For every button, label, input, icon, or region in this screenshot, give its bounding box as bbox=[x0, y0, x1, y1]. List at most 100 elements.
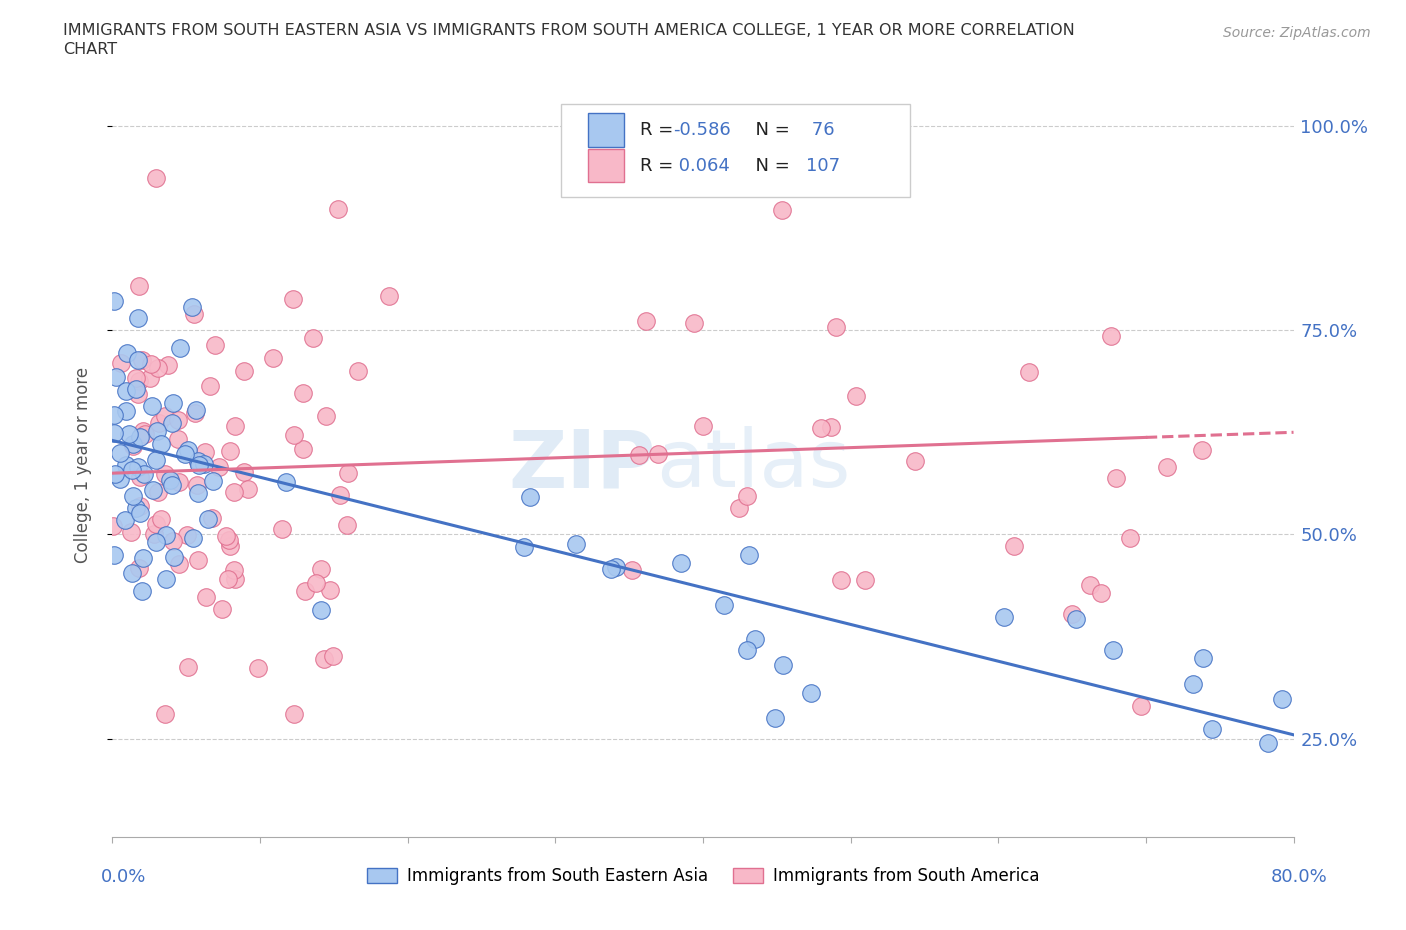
Point bbox=[186, 485, 208, 500]
Point bbox=[125, 371, 148, 386]
Point bbox=[1062, 606, 1084, 621]
Point bbox=[283, 427, 305, 442]
Point bbox=[148, 416, 170, 431]
Text: -0.586: -0.586 bbox=[673, 121, 731, 139]
FancyBboxPatch shape bbox=[589, 149, 624, 182]
Point bbox=[1257, 736, 1279, 751]
Point bbox=[183, 306, 205, 321]
Point bbox=[727, 501, 749, 516]
Point bbox=[669, 555, 692, 570]
Point bbox=[193, 445, 215, 459]
Point bbox=[115, 404, 138, 418]
Point bbox=[763, 711, 786, 725]
Text: 80.0%: 80.0% bbox=[1271, 868, 1327, 885]
Point bbox=[108, 472, 131, 486]
Point bbox=[103, 294, 125, 309]
Point bbox=[224, 571, 246, 586]
Point bbox=[219, 538, 242, 553]
Point bbox=[186, 477, 208, 492]
Point bbox=[202, 473, 225, 488]
Point bbox=[336, 518, 359, 533]
Point bbox=[810, 420, 832, 435]
Point bbox=[1201, 722, 1223, 737]
Point bbox=[735, 489, 758, 504]
Point bbox=[315, 408, 337, 423]
Point bbox=[377, 288, 399, 303]
Point bbox=[177, 443, 200, 458]
Text: R =: R = bbox=[640, 156, 679, 175]
Point bbox=[121, 462, 143, 477]
Point bbox=[162, 534, 184, 549]
Point bbox=[845, 389, 868, 404]
Point bbox=[101, 518, 124, 533]
Point bbox=[201, 511, 224, 525]
Point bbox=[825, 320, 848, 335]
Point bbox=[271, 521, 294, 536]
Point bbox=[177, 659, 200, 674]
FancyBboxPatch shape bbox=[589, 113, 624, 147]
Point bbox=[132, 551, 155, 565]
Point bbox=[169, 340, 191, 355]
Point bbox=[305, 576, 328, 591]
Point bbox=[1018, 365, 1040, 379]
Point bbox=[108, 445, 131, 460]
Point bbox=[770, 203, 793, 218]
Text: N =: N = bbox=[744, 121, 796, 139]
Point bbox=[222, 563, 245, 578]
Point bbox=[233, 364, 256, 379]
Text: IMMIGRANTS FROM SOUTH EASTERN ASIA VS IMMIGRANTS FROM SOUTH AMERICA COLLEGE, 1 Y: IMMIGRANTS FROM SOUTH EASTERN ASIA VS IM… bbox=[63, 23, 1076, 38]
Point bbox=[127, 311, 149, 325]
Point bbox=[103, 407, 125, 422]
Point bbox=[125, 500, 148, 515]
Point bbox=[128, 430, 150, 445]
Point bbox=[627, 448, 650, 463]
Text: ZIP: ZIP bbox=[509, 426, 655, 504]
Point bbox=[184, 406, 207, 421]
Point bbox=[294, 583, 316, 598]
Point bbox=[155, 571, 177, 586]
Point bbox=[128, 560, 150, 575]
Point bbox=[1104, 471, 1126, 485]
Point bbox=[564, 537, 586, 551]
Point bbox=[605, 559, 627, 574]
Text: Source: ZipAtlas.com: Source: ZipAtlas.com bbox=[1223, 26, 1371, 40]
Point bbox=[142, 483, 165, 498]
Point bbox=[238, 482, 260, 497]
Point bbox=[217, 572, 239, 587]
Point bbox=[115, 384, 138, 399]
Point bbox=[283, 707, 305, 722]
Point bbox=[141, 357, 163, 372]
Point bbox=[134, 427, 156, 442]
Point bbox=[647, 446, 669, 461]
Point bbox=[115, 346, 138, 361]
Point bbox=[145, 535, 167, 550]
Point bbox=[993, 609, 1015, 624]
Point bbox=[160, 416, 183, 431]
Point bbox=[166, 412, 188, 427]
Point bbox=[224, 419, 246, 434]
Text: N =: N = bbox=[744, 156, 796, 175]
Point bbox=[141, 398, 163, 413]
Point bbox=[336, 465, 359, 480]
Point bbox=[1102, 643, 1125, 658]
Point bbox=[820, 419, 842, 434]
Point bbox=[187, 454, 209, 469]
Point bbox=[174, 446, 197, 461]
Point bbox=[772, 658, 794, 672]
Point bbox=[1078, 578, 1101, 592]
Point bbox=[600, 562, 623, 577]
Text: 0.0%: 0.0% bbox=[101, 868, 146, 885]
Point bbox=[150, 512, 173, 526]
Point bbox=[224, 485, 246, 499]
Point bbox=[104, 370, 127, 385]
Point bbox=[184, 403, 207, 418]
Point bbox=[346, 364, 368, 379]
Point bbox=[737, 643, 759, 658]
Point bbox=[312, 651, 335, 666]
Point bbox=[1156, 459, 1178, 474]
Point bbox=[103, 426, 125, 441]
Point bbox=[156, 358, 179, 373]
Point bbox=[128, 278, 150, 293]
Point bbox=[1192, 650, 1215, 665]
Point bbox=[188, 458, 211, 472]
